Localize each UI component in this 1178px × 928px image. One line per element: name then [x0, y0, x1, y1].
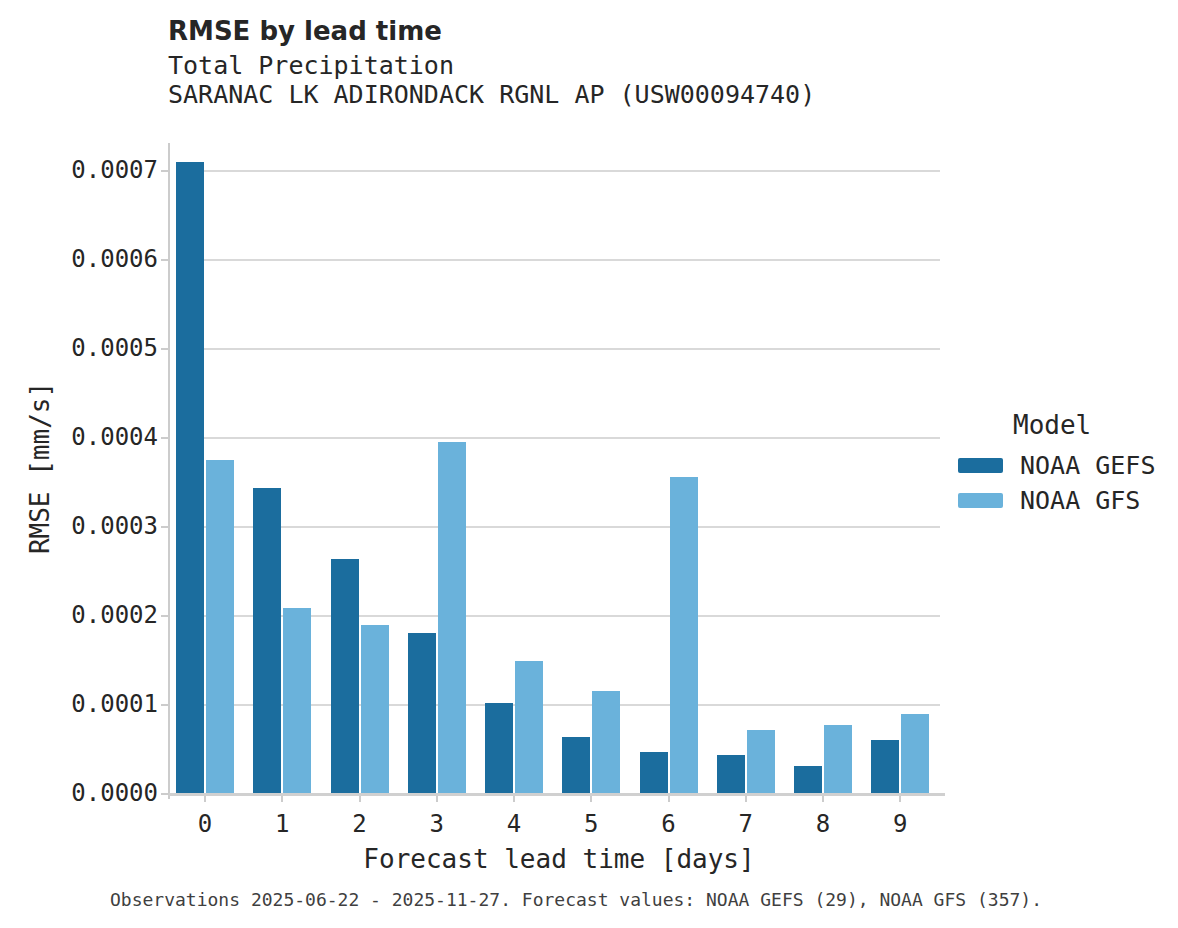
x-axis-spine	[168, 793, 945, 796]
footer-caption: Observations 2025-06-22 - 2025-11-27. Fo…	[110, 889, 1000, 910]
bar-noaa-gfs-day-9	[901, 714, 929, 794]
bar-noaa-gfs-day-2	[361, 625, 389, 794]
legend-title: Model	[1013, 410, 1178, 440]
x-tick-label: 9	[870, 810, 930, 838]
bar-noaa-gefs-day-7	[717, 755, 745, 794]
x-tick-label: 0	[175, 810, 235, 838]
bar-noaa-gfs-day-7	[747, 730, 775, 794]
legend-swatch-noaa-gefs	[958, 458, 1003, 473]
bar-noaa-gefs-day-2	[331, 559, 359, 794]
y-tick-mark	[161, 437, 169, 439]
x-tick-label: 8	[793, 810, 853, 838]
bar-noaa-gefs-day-8	[794, 766, 822, 794]
x-tick-label: 2	[330, 810, 390, 838]
x-tick-mark	[668, 796, 670, 802]
y-axis-label: RMSE [mm/s]	[25, 382, 55, 554]
gridline	[178, 348, 940, 350]
bar-noaa-gfs-day-3	[438, 442, 466, 794]
y-tick-label: 0.0000	[58, 779, 158, 807]
x-tick-mark	[436, 796, 438, 802]
x-tick-mark	[822, 796, 824, 802]
bar-noaa-gfs-day-8	[824, 725, 852, 794]
plot-area	[178, 143, 940, 794]
y-tick-mark	[161, 348, 169, 350]
legend: Model NOAA GEFS NOAA GFS	[958, 410, 1178, 522]
y-tick-label: 0.0003	[58, 512, 158, 540]
x-tick-mark	[204, 796, 206, 802]
bar-noaa-gefs-day-0	[176, 162, 204, 794]
chart-figure: RMSE by lead time Total Precipitation SA…	[0, 0, 1178, 928]
bar-noaa-gefs-day-9	[871, 740, 899, 794]
gridline	[178, 259, 940, 261]
bar-noaa-gefs-day-4	[485, 703, 513, 794]
x-tick-label: 5	[561, 810, 621, 838]
bar-noaa-gfs-day-0	[206, 460, 234, 794]
legend-item-noaa-gefs: NOAA GEFS	[958, 452, 1178, 478]
x-tick-label: 1	[252, 810, 312, 838]
x-axis-label: Forecast lead time [days]	[178, 844, 940, 874]
y-tick-label: 0.0002	[58, 601, 158, 629]
y-tick-mark	[161, 526, 169, 528]
bar-noaa-gefs-day-3	[408, 633, 436, 794]
bar-noaa-gefs-day-5	[562, 737, 590, 794]
chart-title: RMSE by lead time	[168, 16, 442, 46]
y-tick-label: 0.0007	[58, 156, 158, 184]
y-tick-mark	[161, 170, 169, 172]
bar-noaa-gfs-day-4	[515, 661, 543, 794]
y-tick-label: 0.0001	[58, 690, 158, 718]
bar-noaa-gfs-day-6	[670, 477, 698, 794]
y-tick-label: 0.0004	[58, 423, 158, 451]
x-tick-mark	[359, 796, 361, 802]
bar-noaa-gfs-day-5	[592, 691, 620, 794]
gridline	[178, 170, 940, 172]
gridline	[178, 526, 940, 528]
legend-label-noaa-gefs: NOAA GEFS	[1020, 451, 1155, 480]
legend-label-noaa-gfs: NOAA GFS	[1020, 486, 1140, 515]
x-tick-label: 3	[407, 810, 467, 838]
legend-swatch-noaa-gfs	[958, 493, 1003, 508]
y-tick-mark	[161, 259, 169, 261]
bar-noaa-gfs-day-1	[283, 608, 311, 794]
x-tick-mark	[513, 796, 515, 802]
y-tick-label: 0.0006	[58, 245, 158, 273]
y-tick-mark	[161, 615, 169, 617]
x-tick-label: 6	[639, 810, 699, 838]
bar-noaa-gefs-day-1	[253, 488, 281, 794]
x-tick-label: 4	[484, 810, 544, 838]
legend-item-noaa-gfs: NOAA GFS	[958, 487, 1178, 513]
y-tick-mark	[161, 793, 169, 795]
x-tick-mark	[590, 796, 592, 802]
y-tick-label: 0.0005	[58, 334, 158, 362]
y-tick-mark	[161, 704, 169, 706]
gridline	[178, 437, 940, 439]
x-tick-mark	[745, 796, 747, 802]
x-tick-label: 7	[716, 810, 776, 838]
chart-subtitle-variable: Total Precipitation	[168, 51, 454, 80]
chart-subtitle-station: SARANAC LK ADIRONDACK RGNL AP (USW000947…	[168, 80, 815, 109]
x-tick-mark	[281, 796, 283, 802]
bar-noaa-gefs-day-6	[640, 752, 668, 794]
x-tick-mark	[899, 796, 901, 802]
y-axis-spine	[168, 143, 170, 799]
